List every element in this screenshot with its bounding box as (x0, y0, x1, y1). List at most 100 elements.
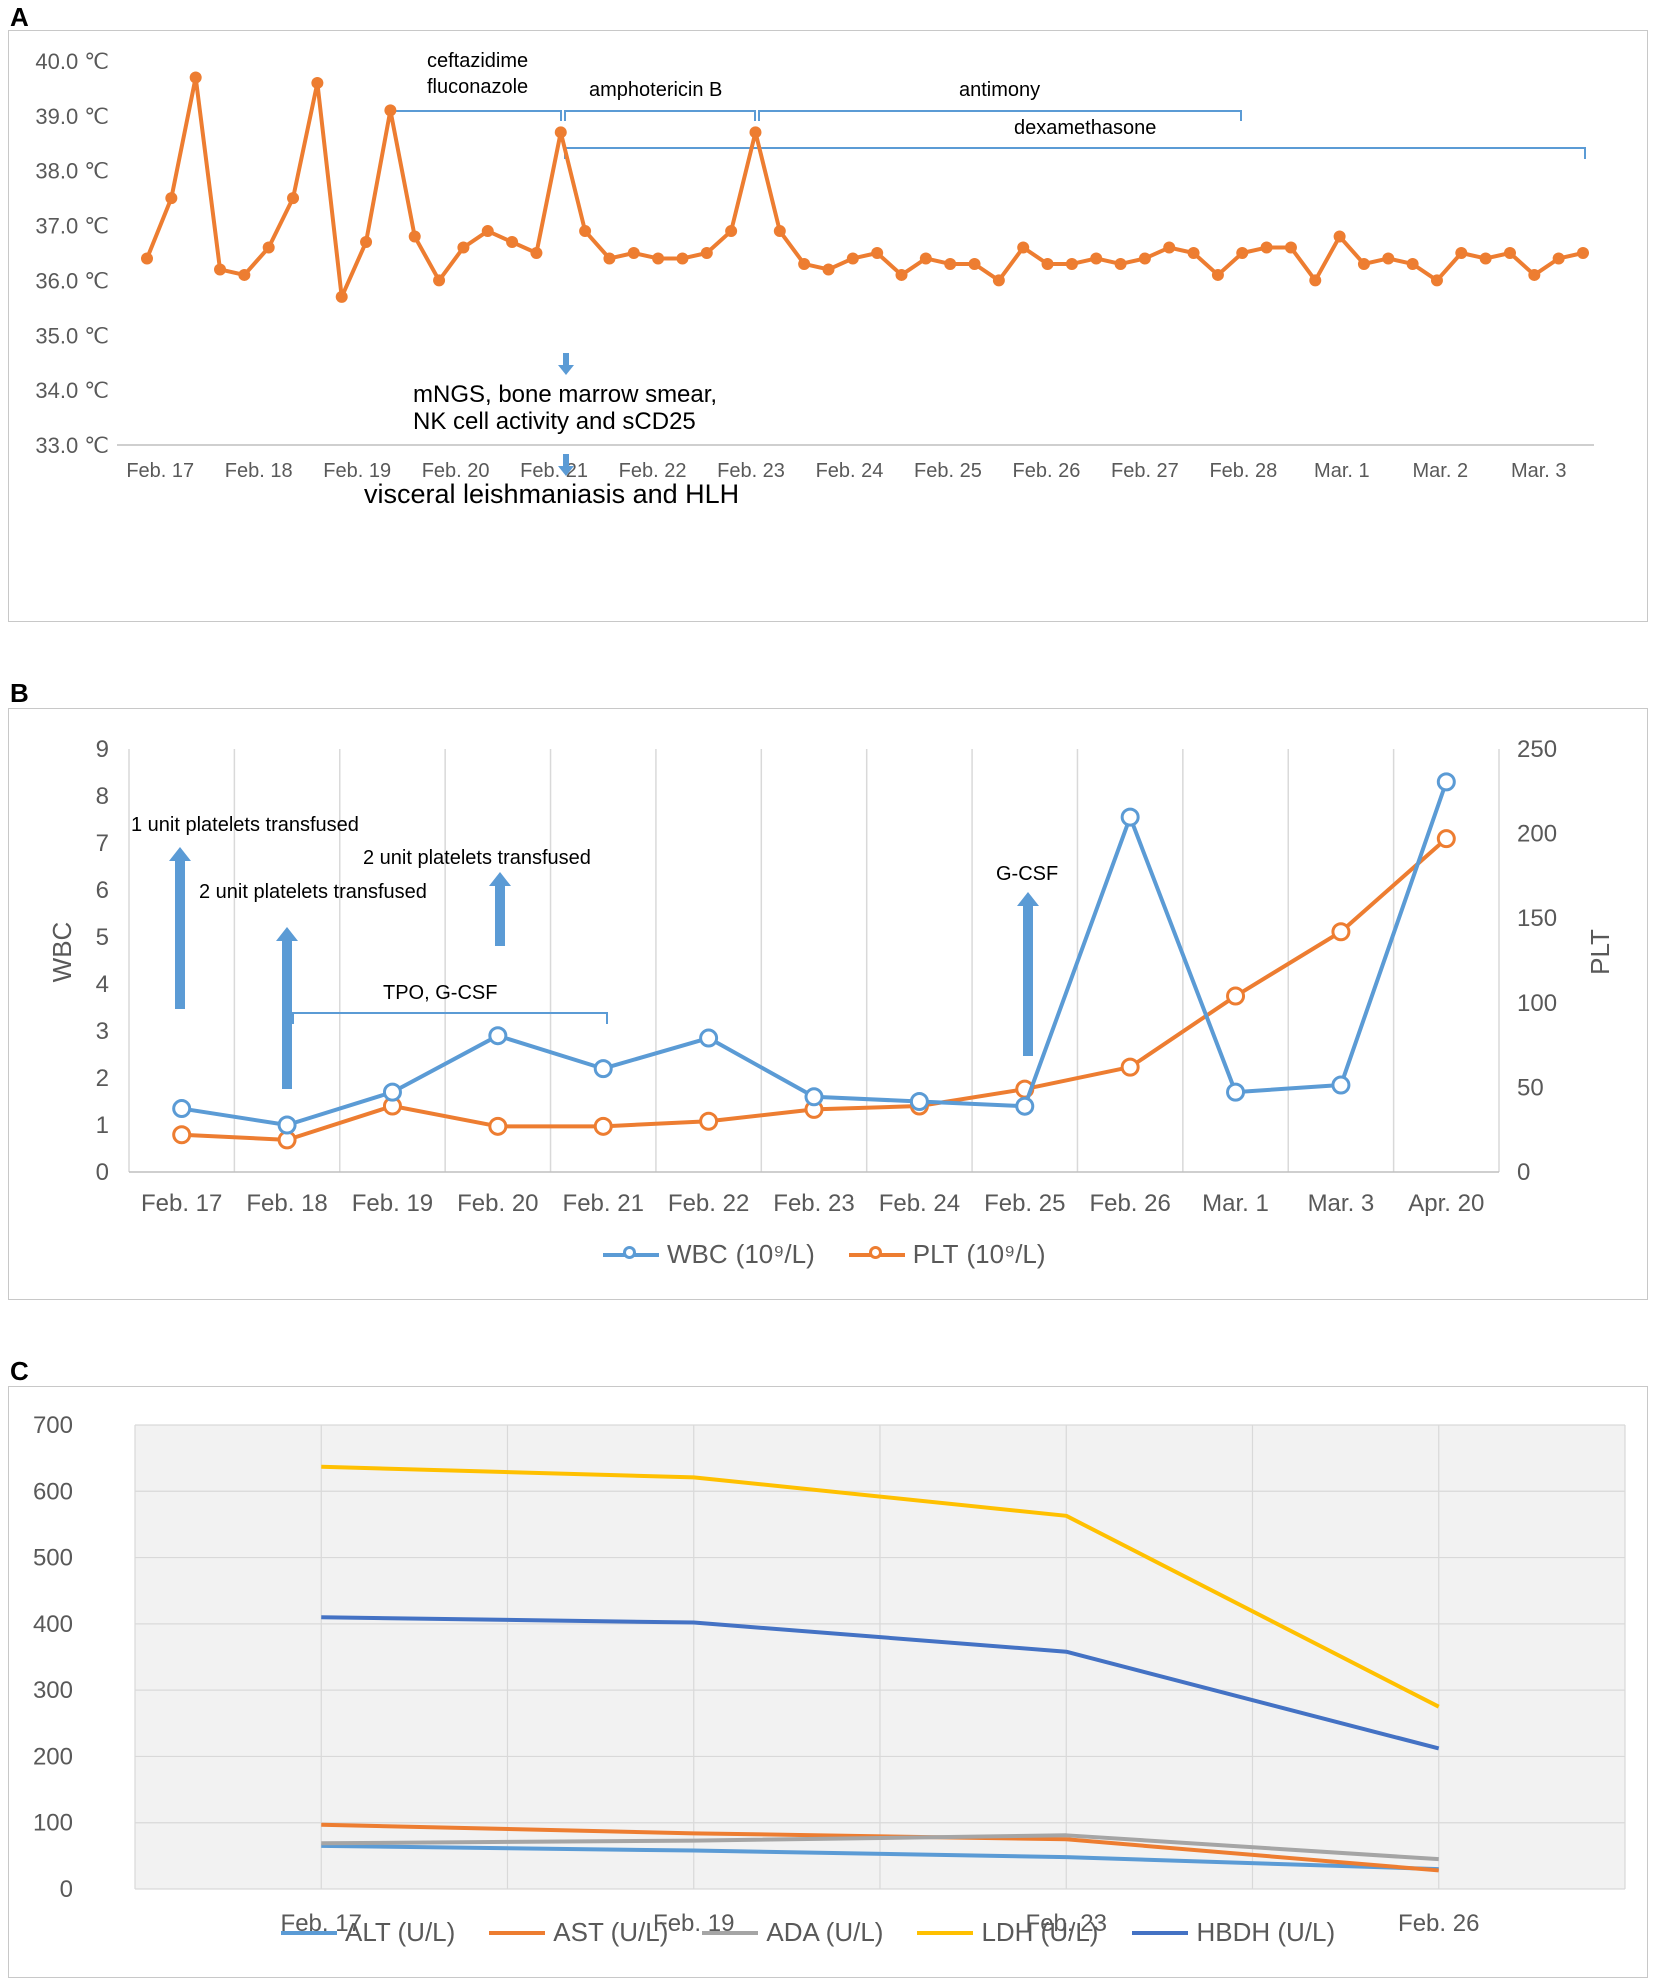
legend-item-hbdh: HBDH (U/L) (1132, 1917, 1335, 1948)
annotation-amphotericin: amphotericin B (589, 79, 722, 101)
temperature-point (603, 252, 616, 265)
y-tick-label: 600 (33, 1478, 73, 1505)
x-tick-label: Mar. 2 (1413, 460, 1469, 482)
temperature-point (1333, 230, 1346, 243)
legend-unit-wbc: (10⁹/L) (735, 1239, 815, 1269)
x-tick-label: Mar. 3 (1511, 460, 1567, 482)
temperature-point (360, 236, 373, 249)
x-tick-label: Mar. 1 (1202, 1190, 1269, 1217)
annotation-tpo: TPO, G-CSF (383, 982, 497, 1004)
wbc-point (277, 1115, 297, 1135)
wbc-point (1331, 1075, 1351, 1095)
temperature-point (214, 263, 227, 276)
plt-point (1226, 986, 1246, 1006)
temperature-point (1041, 257, 1054, 270)
temperature-point (1528, 268, 1541, 281)
plt-point (488, 1116, 508, 1136)
x-tick-label: Feb. 18 (225, 460, 293, 482)
panel-a-label: A (10, 2, 29, 32)
down-arrow-2-icon (558, 454, 574, 476)
annotation-fluconazole: fluconazole (427, 76, 528, 98)
y-tick-label: 0 (96, 1159, 109, 1186)
y-tick-label: 5 (96, 924, 109, 951)
panel-a-frame: 33.0 ℃ 34.0 ℃ 35.0 ℃ 36.0 ℃ 37.0 ℃ 38.0 ℃ 39.0… (8, 30, 1648, 622)
temperature-point (1284, 241, 1297, 254)
plt-point (1436, 829, 1456, 849)
bracket-tpo (292, 1012, 608, 1024)
legend-label-alt: ALT (U/L) (345, 1917, 456, 1947)
y-tick-label: 40.0 ℃ (35, 49, 109, 74)
temperature-point (1017, 241, 1030, 254)
temperature-point (579, 225, 592, 238)
temperature-point (1211, 268, 1224, 281)
temperature-point (408, 230, 421, 243)
x-tick-label: Feb. 20 (457, 1190, 538, 1217)
wbc-line (181, 781, 1449, 1127)
legend-item-ldh: LDH (U/L) (917, 1917, 1098, 1948)
x-tick-label: Feb. 26 (1089, 1190, 1170, 1217)
annotation-tests-line2: NK cell activity and sCD25 (413, 408, 696, 435)
temperature-point (1309, 274, 1322, 287)
wbc-point (382, 1082, 402, 1102)
x-tick-label: Feb. 17 (141, 1190, 222, 1217)
temperature-point (871, 247, 884, 259)
chart-b: 0 1 2 3 4 5 6 7 8 9 0 50 100 150 200 250 Feb. 17 Feb. 18… (47, 736, 1615, 1217)
legend-swatch-ast (489, 1930, 546, 1935)
temperature-point (1503, 247, 1516, 259)
y2-tick-label: 250 (1517, 736, 1557, 763)
temperature-point (1236, 247, 1249, 259)
temperature-point (1090, 252, 1103, 265)
temperature-point (530, 247, 543, 259)
x-tick-label: Feb. 19 (323, 460, 391, 482)
temperature-point (968, 257, 981, 270)
temperature-point (165, 192, 178, 205)
y-tick-label: 36.0 ℃ (35, 268, 109, 293)
y-tick-label: 700 (33, 1412, 73, 1439)
temperature-point (1552, 252, 1565, 265)
wbc-point (488, 1026, 508, 1046)
temperature-point (1577, 247, 1589, 259)
panel-b-frame: 0 1 2 3 4 5 6 7 8 9 0 50 100 150 200 250 Feb. 17 Feb. 18… (8, 708, 1648, 1300)
temperature-point (1382, 252, 1395, 265)
plt-point (1331, 922, 1351, 942)
temperature-point (481, 225, 494, 238)
bracket-ceftazidime (388, 110, 562, 121)
up-arrow-plt2-icon (276, 927, 298, 1089)
legend-label-hbdh: HBDH (U/L) (1196, 1917, 1336, 1947)
temperature-point (1260, 241, 1273, 254)
legend-item-alt: ALT (U/L) (281, 1917, 455, 1948)
annotation-plt2: 2 unit platelets transfused (199, 881, 427, 903)
legend-item-ada: ADA (U/L) (702, 1917, 883, 1948)
legend-item-wbc: WBC (10⁹/L) (603, 1239, 815, 1270)
temperature-point (1163, 241, 1176, 254)
temperature-point (1479, 252, 1492, 265)
temperature-point (262, 241, 275, 254)
y-axis-label-plt: PLT (1585, 929, 1615, 975)
hbdh-line (321, 1615, 1440, 1751)
wbc-point (593, 1059, 613, 1079)
x-tick-label: Feb. 17 (126, 460, 194, 482)
y2-tick-label: 200 (1517, 821, 1557, 848)
temperature-point (822, 263, 835, 276)
y-tick-label: 9 (96, 736, 109, 763)
up-arrow-plt3-icon (489, 872, 511, 946)
legend-b: WBC (10⁹/L) PLT (10⁹/L) (603, 1239, 1046, 1270)
bracket-dexamethasone (564, 147, 1586, 159)
legend-swatch-ldh (917, 1930, 974, 1935)
plt-point (699, 1111, 719, 1131)
legend-item-ast: AST (U/L) (489, 1917, 668, 1948)
legend-label-ldh: LDH (U/L) (981, 1917, 1099, 1947)
wbc-point (1015, 1096, 1035, 1116)
temperature-point (749, 126, 762, 139)
temperature-point (1138, 252, 1151, 265)
annotation-gcsf: G-CSF (996, 863, 1058, 885)
wbc-point (1226, 1082, 1246, 1102)
y-tick-label: 1 (96, 1112, 109, 1139)
x-tick-label: Mar. 1 (1314, 460, 1370, 482)
wbc-point (804, 1087, 824, 1107)
chart-a: 33.0 ℃ 34.0 ℃ 35.0 ℃ 36.0 ℃ 37.0 ℃ 38.0 ℃ 39.0… (35, 49, 1594, 509)
legend-label-plt: PLT (912, 1239, 959, 1269)
x-tick-label: Apr. 20 (1408, 1190, 1484, 1217)
plt-point (172, 1125, 192, 1145)
